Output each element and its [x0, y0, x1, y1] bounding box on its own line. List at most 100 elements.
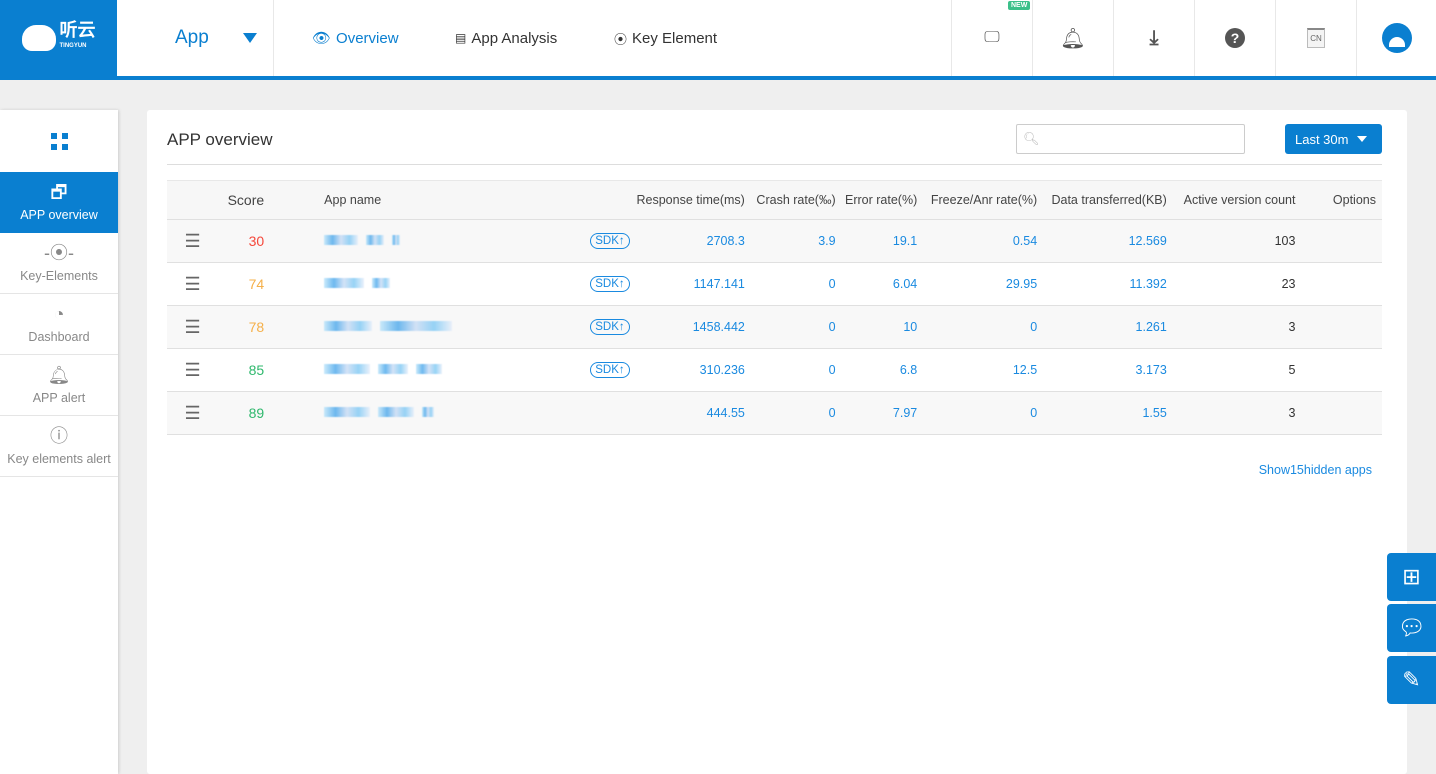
row-menu-icon[interactable]: ☰	[167, 348, 219, 392]
sidebar-item-app-alert[interactable]: 🔔︎ APP alert	[0, 355, 118, 416]
app-selector-label: App	[175, 27, 209, 48]
error-value[interactable]: 6.8	[841, 348, 924, 392]
freeze-value[interactable]: 0	[923, 391, 1044, 435]
language-button[interactable]: CN	[1275, 0, 1356, 76]
column-header[interactable]: Score	[218, 180, 271, 220]
error-value[interactable]: 7.97	[841, 391, 924, 435]
options-cell[interactable]	[1301, 348, 1382, 392]
sidebar-item-dashboard[interactable]: ◔ Dashboard	[0, 294, 118, 355]
app-name[interactable]	[324, 406, 442, 420]
sdk-upgrade-badge[interactable]: SDK↑	[590, 319, 630, 335]
show-hidden-apps-link[interactable]: Show15hidden apps	[1258, 463, 1372, 477]
freeze-value[interactable]: 12.5	[923, 348, 1044, 392]
crash-value[interactable]: 0	[750, 305, 842, 349]
sdk-upgrade-badge[interactable]: SDK↑	[590, 233, 630, 249]
error-value[interactable]: 6.04	[841, 262, 924, 306]
grid-menu-button[interactable]	[0, 110, 118, 172]
bell-icon: 🔔︎	[1060, 27, 1086, 50]
table-row[interactable]: ☰ 89 444.55 0 7.97 0 1.55 3	[167, 391, 1382, 435]
crash-value[interactable]: 0	[750, 262, 842, 306]
error-value[interactable]: 19.1	[841, 219, 924, 263]
sdk-upgrade-badge[interactable]: SDK↑	[590, 362, 630, 378]
row-menu-icon[interactable]: ☰	[167, 262, 219, 306]
feedback-chat-button[interactable]: 💬︎	[1387, 604, 1436, 652]
app-name[interactable]	[324, 277, 398, 291]
column-header[interactable]: Data transferred(KB)	[1043, 180, 1173, 220]
freeze-value[interactable]: 0.54	[923, 219, 1044, 263]
options-cell[interactable]	[1301, 305, 1382, 349]
nav-overview[interactable]: 👁 Overview	[312, 0, 399, 76]
response-value[interactable]: 2708.3	[629, 219, 751, 263]
apps-table: Score App name Response time(ms) Crash rate…	[167, 180, 1382, 435]
sidebar-item-label: APP overview	[20, 208, 98, 222]
sidebar-item-label: APP alert	[32, 390, 86, 405]
column-header[interactable]	[167, 180, 219, 220]
edit-button[interactable]: ✎	[1387, 656, 1436, 704]
nav-key-element[interactable]: ⦿ Key Element	[614, 0, 717, 76]
column-header[interactable]: Freeze/Anr rate(%)	[923, 180, 1044, 220]
freeze-value[interactable]: 0	[923, 305, 1044, 349]
sidebar-item-key-elements[interactable]: -⦿- Key-Elements	[0, 233, 118, 294]
active-version-count: 23	[1172, 262, 1302, 306]
sdk-upgrade-badge[interactable]: SDK↑	[590, 276, 630, 292]
active-version-count: 3	[1172, 305, 1302, 349]
sidebar-item-app-overview[interactable]: 🗗 APP overview	[0, 172, 118, 233]
data-value[interactable]: 12.569	[1043, 219, 1173, 263]
crash-value[interactable]: 3.9	[750, 219, 842, 263]
column-header[interactable]: App name	[270, 180, 630, 220]
row-menu-icon[interactable]: ☰	[167, 219, 219, 263]
data-value[interactable]: 3.173	[1043, 348, 1173, 392]
app-name-cell	[270, 391, 630, 435]
response-value[interactable]: 1147.141	[629, 262, 751, 306]
data-value[interactable]: 1.261	[1043, 305, 1173, 349]
monitor-button[interactable]: 🖵 NEW	[951, 0, 1032, 76]
column-header[interactable]: Active version count	[1172, 180, 1302, 220]
download-button[interactable]: ⤓	[1113, 0, 1194, 76]
sidebar-item-key-elements-alert[interactable]: ⓘ Key elements alert	[0, 416, 118, 477]
data-value[interactable]: 1.55	[1043, 391, 1173, 435]
edit-icon: ✎	[1402, 667, 1421, 692]
row-menu-icon[interactable]: ☰	[167, 305, 219, 349]
options-cell[interactable]	[1301, 262, 1382, 306]
gauge-icon: ◔	[53, 303, 65, 324]
page-title: APP overview	[167, 130, 273, 149]
sidebar-item-label: Dashboard	[28, 329, 90, 344]
alert-button[interactable]: 🔔︎	[1032, 0, 1113, 76]
response-value[interactable]: 310.236	[629, 348, 751, 392]
crash-value[interactable]: 0	[750, 348, 842, 392]
error-value[interactable]: 10	[841, 305, 924, 349]
column-header[interactable]: Crash rate(‰)	[750, 180, 842, 220]
crash-value[interactable]: 0	[750, 391, 842, 435]
user-button[interactable]	[1356, 0, 1436, 76]
data-value[interactable]: 11.392	[1043, 262, 1173, 306]
app-name[interactable]	[324, 320, 460, 334]
app-name[interactable]	[324, 234, 408, 248]
logo[interactable]: 听云 TINGYUN	[0, 0, 117, 76]
response-value[interactable]: 1458.442	[629, 305, 751, 349]
nav-app-analysis[interactable]: ▤ App Analysis	[455, 0, 557, 76]
score: 74	[218, 262, 271, 306]
sidebar: 🗗 APP overview -⦿- Key-Elements ◔ Dashboard…	[0, 110, 118, 774]
table-row[interactable]: ☰ 30 SDK↑ 2708.3 3.9 19.1 0.54 12.569 103	[167, 219, 1382, 263]
table-row[interactable]: ☰ 74 SDK↑ 1147.141 0 6.04 29.95 11.392 23	[167, 262, 1382, 306]
top-header: 听云 TINGYUN App 👁 Overview ▤ App Analysis ⦿ K…	[0, 0, 1436, 80]
app-name-cell: SDK↑	[270, 305, 630, 349]
app-selector[interactable]: App	[117, 0, 274, 76]
column-header[interactable]: Options	[1301, 180, 1382, 220]
bell-icon: 🔔︎	[47, 364, 71, 385]
column-header[interactable]: Response time(ms)	[629, 180, 751, 220]
time-range-dropdown[interactable]: Last 30m	[1285, 124, 1382, 154]
help-button[interactable]: ?	[1194, 0, 1275, 76]
app-name[interactable]	[324, 363, 450, 377]
row-menu-icon[interactable]: ☰	[167, 391, 219, 435]
options-cell[interactable]	[1301, 391, 1382, 435]
options-cell[interactable]	[1301, 219, 1382, 263]
table-row[interactable]: ☰ 78 SDK↑ 1458.442 0 10 0 1.261 3	[167, 305, 1382, 349]
table-row[interactable]: ☰ 85 SDK↑ 310.236 0 6.8 12.5 3.173 5	[167, 348, 1382, 392]
freeze-value[interactable]: 29.95	[923, 262, 1044, 306]
qr-code-button[interactable]: ⊞	[1387, 553, 1436, 601]
response-value[interactable]: 444.55	[629, 391, 751, 435]
active-version-count: 5	[1172, 348, 1302, 392]
search-input[interactable]: 🔍︎	[1016, 124, 1245, 154]
column-header[interactable]: Error rate(%)	[841, 180, 924, 220]
